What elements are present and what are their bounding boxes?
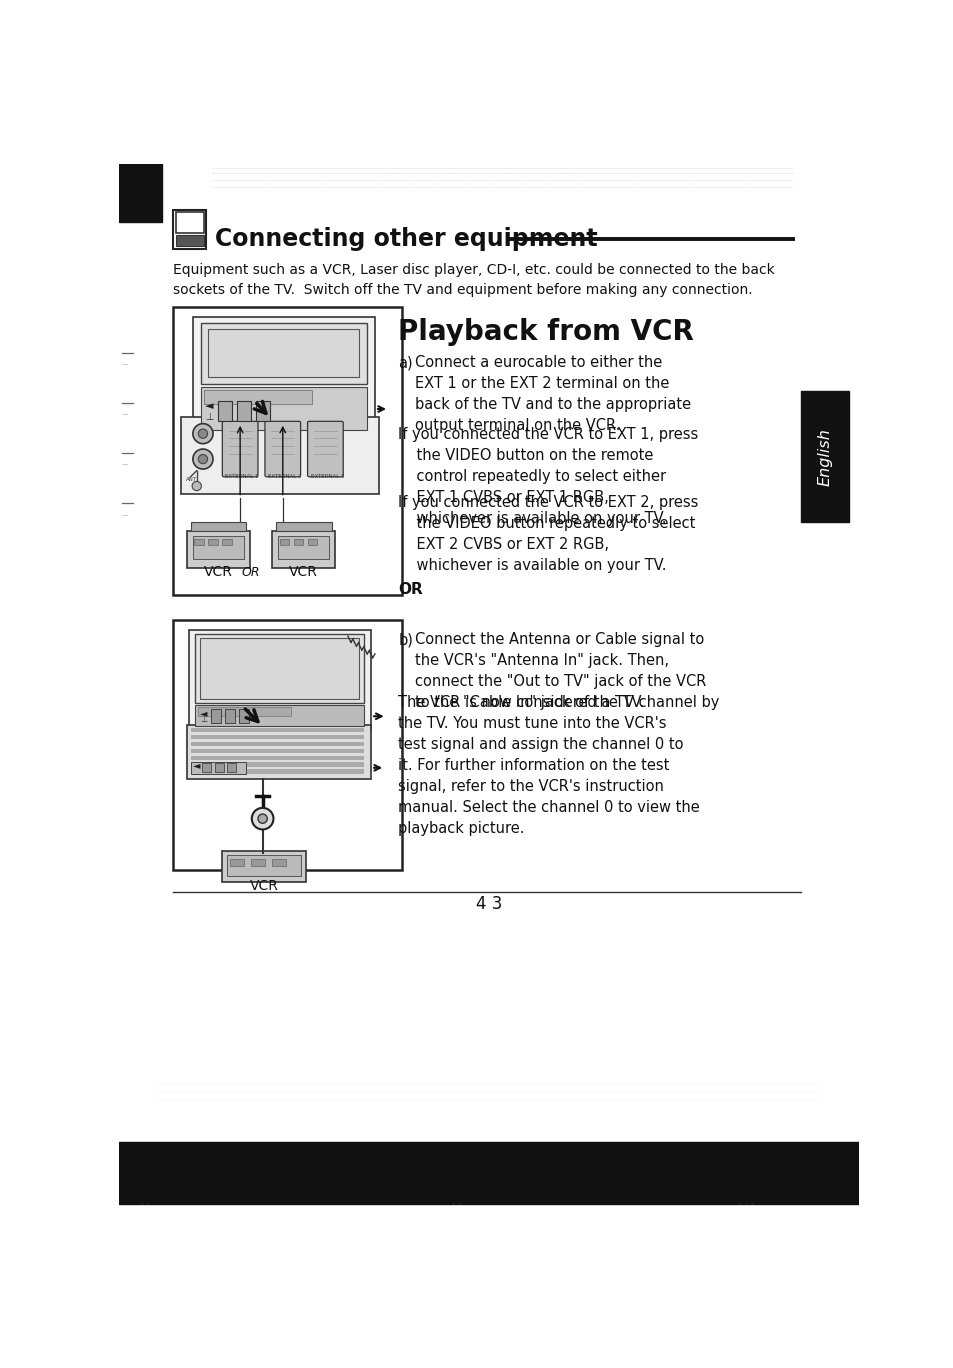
Bar — [227, 763, 236, 773]
Bar — [208, 328, 359, 376]
Text: ANT: ANT — [186, 477, 197, 483]
Text: Connect a eurocable to either the
EXT 1 or the EXT 2 terminal on the
back of the: Connect a eurocable to either the EXT 1 … — [415, 356, 691, 434]
Bar — [307, 539, 316, 546]
Bar — [199, 637, 359, 699]
Text: OR: OR — [241, 566, 260, 579]
Text: EXTERNAL 3: EXTERNAL 3 — [311, 475, 344, 479]
Bar — [175, 235, 204, 246]
Bar — [192, 728, 364, 732]
Circle shape — [198, 430, 208, 438]
Circle shape — [193, 449, 213, 469]
Bar — [173, 211, 206, 249]
Bar — [195, 706, 364, 726]
Text: ◄: ◄ — [199, 709, 207, 718]
Bar — [187, 531, 250, 569]
Text: The VCR is now considered a TV channel by
the TV. You must tune into the VCR's
t: The VCR is now considered a TV channel b… — [397, 695, 719, 836]
Bar — [195, 633, 364, 703]
Bar — [192, 769, 364, 774]
Bar — [200, 387, 367, 430]
Bar — [272, 859, 286, 866]
Text: If you connected the VCR to EXT 1, press
    the VIDEO button on the remote
    : If you connected the VCR to EXT 1, press… — [397, 427, 698, 527]
Bar — [119, 1142, 858, 1204]
Bar — [175, 212, 204, 234]
Bar — [222, 851, 306, 882]
Bar — [208, 539, 217, 546]
Bar — [187, 725, 371, 778]
Text: a): a) — [397, 356, 413, 371]
Text: . . .: . . . — [739, 1196, 754, 1205]
Bar — [192, 762, 245, 774]
Bar — [119, 164, 162, 222]
Bar — [294, 539, 303, 546]
Text: ◄: ◄ — [205, 401, 213, 410]
Bar — [173, 620, 402, 870]
Circle shape — [198, 454, 208, 464]
Bar — [801, 391, 848, 523]
Bar — [275, 523, 332, 531]
Bar — [192, 741, 364, 747]
Bar — [192, 755, 364, 761]
FancyBboxPatch shape — [222, 421, 257, 477]
Text: ⊥: ⊥ — [205, 412, 213, 421]
Bar — [230, 859, 244, 866]
Text: Connect the Antenna or Cable signal to
the VCR's "Antenna In" jack. Then,
connec: Connect the Antenna or Cable signal to t… — [415, 632, 706, 710]
Bar — [217, 401, 232, 420]
Bar — [198, 707, 291, 717]
Bar — [211, 710, 220, 724]
Bar — [181, 417, 378, 494]
Bar — [200, 323, 367, 384]
Bar — [236, 401, 251, 420]
Text: Connecting other equipment: Connecting other equipment — [215, 227, 598, 250]
Text: VCR: VCR — [249, 878, 278, 892]
Text: . .: . . — [141, 1196, 150, 1205]
Bar — [251, 859, 265, 866]
Bar — [224, 710, 234, 724]
Bar — [193, 316, 375, 436]
Bar — [173, 306, 402, 595]
Bar — [194, 539, 204, 546]
Text: Playback from VCR: Playback from VCR — [397, 319, 694, 346]
Text: EXTERNAL 1: EXTERNAL 1 — [225, 475, 258, 479]
Text: OR: OR — [397, 581, 422, 596]
Bar — [227, 855, 301, 877]
Bar — [192, 748, 364, 754]
Text: EXTERNAL 2: EXTERNAL 2 — [268, 475, 301, 479]
Bar — [278, 536, 329, 560]
Bar — [191, 523, 246, 531]
Bar — [272, 531, 335, 569]
Circle shape — [252, 808, 274, 829]
Text: VCR: VCR — [289, 565, 317, 579]
Text: . .: . . — [452, 1196, 461, 1205]
Bar — [192, 735, 364, 739]
Bar — [238, 710, 249, 724]
Text: ◄: ◄ — [193, 759, 200, 770]
Bar — [222, 539, 232, 546]
Text: Equipment such as a VCR, Laser disc player, CD-I, etc. could be connected to the: Equipment such as a VCR, Laser disc play… — [173, 263, 775, 297]
Circle shape — [257, 814, 267, 824]
Text: English: English — [817, 428, 832, 486]
Bar — [189, 631, 371, 731]
Bar — [193, 536, 244, 560]
Bar — [256, 401, 270, 420]
Text: ⊥: ⊥ — [199, 715, 207, 725]
Circle shape — [192, 482, 201, 491]
Text: If you connected the VCR to EXT 2, press
    the VIDEO button repeatedly to sele: If you connected the VCR to EXT 2, press… — [397, 495, 698, 573]
Bar — [204, 390, 312, 404]
Text: b): b) — [397, 632, 413, 647]
FancyBboxPatch shape — [265, 421, 300, 477]
Bar — [202, 763, 212, 773]
Text: 4 3: 4 3 — [476, 895, 501, 912]
Bar — [192, 762, 364, 767]
Circle shape — [193, 424, 213, 443]
Text: VCR: VCR — [204, 565, 233, 579]
Bar — [214, 763, 224, 773]
FancyBboxPatch shape — [307, 421, 343, 477]
Bar — [279, 539, 289, 546]
